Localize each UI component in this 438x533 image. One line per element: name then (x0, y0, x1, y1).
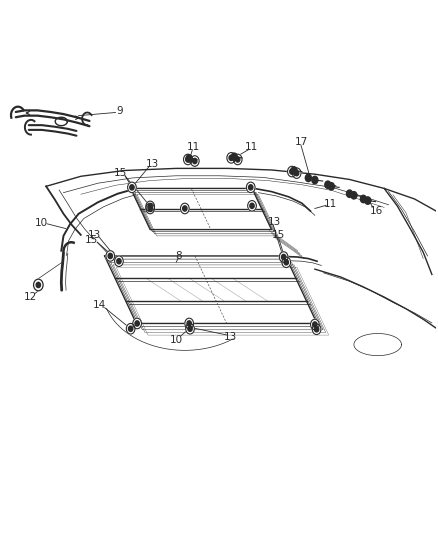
Circle shape (294, 171, 298, 176)
Circle shape (145, 201, 154, 212)
Circle shape (106, 251, 114, 261)
Text: 15: 15 (271, 230, 284, 240)
Circle shape (229, 155, 233, 160)
Circle shape (364, 197, 370, 204)
Circle shape (249, 203, 254, 208)
Text: 15: 15 (85, 235, 98, 245)
Text: 10: 10 (169, 335, 182, 345)
Circle shape (290, 167, 297, 174)
Circle shape (133, 318, 141, 329)
Circle shape (128, 326, 133, 332)
Circle shape (185, 157, 190, 162)
Circle shape (180, 203, 189, 214)
Circle shape (226, 152, 235, 163)
Circle shape (248, 185, 252, 190)
Text: 8: 8 (175, 251, 181, 261)
Text: 14: 14 (92, 300, 106, 310)
Text: 9: 9 (116, 106, 123, 116)
Circle shape (108, 253, 112, 259)
Circle shape (134, 321, 139, 326)
Text: 15: 15 (114, 167, 127, 177)
Circle shape (192, 158, 197, 164)
Circle shape (283, 260, 288, 265)
Circle shape (310, 319, 318, 330)
Text: 13: 13 (224, 332, 237, 342)
Circle shape (235, 157, 239, 162)
Circle shape (185, 324, 194, 334)
Circle shape (287, 166, 296, 177)
Circle shape (350, 191, 356, 199)
Text: 13: 13 (146, 159, 159, 168)
Circle shape (289, 169, 293, 174)
Text: 13: 13 (88, 230, 101, 240)
Text: 11: 11 (323, 199, 336, 209)
Text: 16: 16 (369, 206, 382, 216)
Circle shape (246, 182, 254, 192)
Circle shape (148, 204, 152, 209)
Circle shape (281, 257, 290, 268)
Circle shape (187, 326, 192, 332)
Circle shape (247, 200, 256, 211)
Text: 11: 11 (244, 142, 258, 152)
Circle shape (184, 318, 193, 329)
Circle shape (279, 252, 287, 262)
Circle shape (324, 181, 330, 189)
Circle shape (183, 154, 192, 165)
Circle shape (148, 206, 152, 211)
Circle shape (130, 185, 134, 190)
Circle shape (33, 279, 43, 291)
Circle shape (311, 324, 320, 335)
Circle shape (346, 190, 352, 197)
Circle shape (182, 206, 187, 211)
Text: 11: 11 (187, 142, 200, 152)
Circle shape (233, 154, 241, 165)
Text: 17: 17 (294, 137, 307, 147)
Circle shape (145, 203, 154, 214)
Circle shape (190, 156, 199, 166)
Circle shape (186, 155, 192, 162)
Circle shape (312, 322, 316, 327)
Text: 10: 10 (35, 217, 48, 228)
Circle shape (36, 282, 40, 288)
Circle shape (231, 153, 237, 160)
Circle shape (292, 168, 300, 179)
Circle shape (281, 254, 285, 260)
Text: 13: 13 (267, 217, 280, 227)
Circle shape (360, 195, 366, 203)
Circle shape (126, 324, 134, 334)
Circle shape (114, 256, 123, 266)
Circle shape (314, 327, 318, 332)
Circle shape (117, 259, 121, 264)
Circle shape (127, 182, 136, 192)
Text: 12: 12 (23, 292, 37, 302)
Circle shape (311, 176, 317, 184)
Circle shape (328, 183, 334, 190)
Circle shape (304, 174, 311, 182)
Circle shape (187, 321, 191, 326)
